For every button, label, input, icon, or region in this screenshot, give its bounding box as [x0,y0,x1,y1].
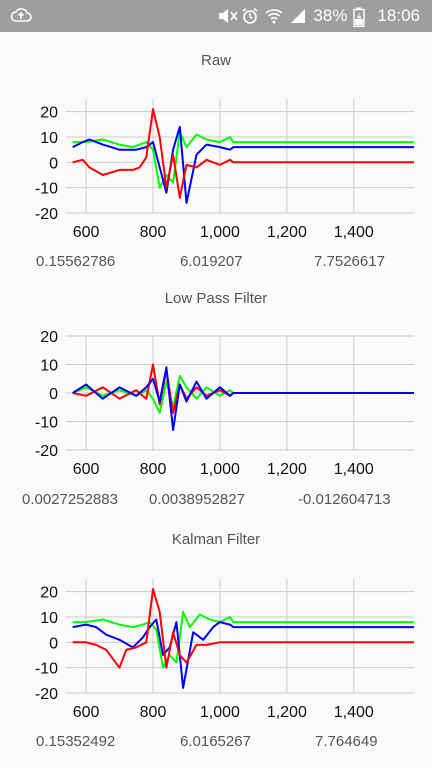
battery-percent: 38% [313,6,348,25]
kalman-chart-title: Kalman Filter [171,531,261,548]
x-tick-label: 1,400 [334,224,374,241]
low-pass-readout-x: 0.0027252883 [22,491,118,508]
x-tick-label: 1,000 [200,461,240,478]
series-line-0 [72,374,414,414]
x-tick-label: 1,400 [334,704,374,721]
kalman-readout-x: 0.15352492 [36,733,116,750]
y-tick-label: 10 [40,130,58,147]
low-pass-readout-y: 0.0038952827 [149,491,245,508]
x-tick-label: 600 [73,704,100,721]
clock-time: 18:06 [377,6,420,25]
y-tick-label: -20 [35,686,58,703]
series-line-2 [72,588,414,669]
raw-chart: 20 10 0 -10 -20 600 800 1,000 1,200 1,400 [35,99,414,241]
series-line-2 [72,108,414,199]
low-pass-chart: 20 10 0 -10 -20 600 800 1,000 1,200 1,400 [35,329,414,478]
y-tick-label: 20 [40,329,58,346]
wifi-icon [265,7,283,25]
status-bar: 38% 18:06 [0,0,432,32]
y-tick-label: 10 [40,358,58,375]
low-pass-readout-z: -0.012604713 [298,491,391,508]
y-tick-label: 20 [40,105,58,122]
y-tick-label: -20 [35,206,58,223]
raw-readout-z: 7.7526617 [314,253,385,270]
cloud-upload-icon [10,6,32,29]
battery-charging-icon [353,7,371,28]
y-tick-label: 0 [49,155,58,172]
y-tick-label: 10 [40,610,58,627]
series-line-0 [72,130,414,189]
kalman-readout-y: 6.0165267 [180,733,251,750]
x-tick-label: 800 [140,224,167,241]
x-tick-label: 1,200 [267,704,307,721]
signal-icon [289,7,307,25]
x-tick-label: 800 [140,704,167,721]
alarm-icon [241,7,259,25]
y-tick-label: 0 [49,386,58,403]
x-tick-label: 1,000 [200,224,240,241]
y-tick-label: -10 [35,415,58,432]
y-tick-label: 0 [49,635,58,652]
low-pass-chart-title: Low Pass Filter [164,290,268,307]
x-tick-label: 1,000 [200,704,240,721]
raw-readout-x: 0.15562786 [36,253,116,270]
x-tick-label: 1,400 [334,461,374,478]
x-tick-label: 800 [140,461,167,478]
x-tick-label: 600 [73,224,100,241]
raw-chart-title: Raw [200,52,231,69]
y-tick-label: -10 [35,661,58,678]
x-tick-label: 1,200 [267,461,307,478]
series-line-1 [72,618,414,689]
y-tick-label: -10 [35,181,58,198]
mute-icon [217,7,239,25]
kalman-chart: 20 10 0 -10 -20 600 800 1,000 1,200 1,400 [35,579,414,721]
kalman-readouts: 0.15352492 6.0165267 7.764649 [0,733,432,755]
raw-readouts: 0.15562786 6.019207 7.7526617 [0,253,432,275]
series-line-0 [72,610,414,669]
series-line-2 [72,366,414,431]
y-tick-label: -20 [35,443,58,460]
x-tick-label: 600 [73,461,100,478]
series-line-1 [72,125,414,204]
x-tick-label: 1,200 [267,224,307,241]
y-tick-label: 20 [40,585,58,602]
low-pass-readouts: 0.0027252883 0.0038952827 -0.012604713 [0,491,432,513]
kalman-readout-z: 7.764649 [315,733,378,750]
raw-readout-y: 6.019207 [180,253,243,270]
